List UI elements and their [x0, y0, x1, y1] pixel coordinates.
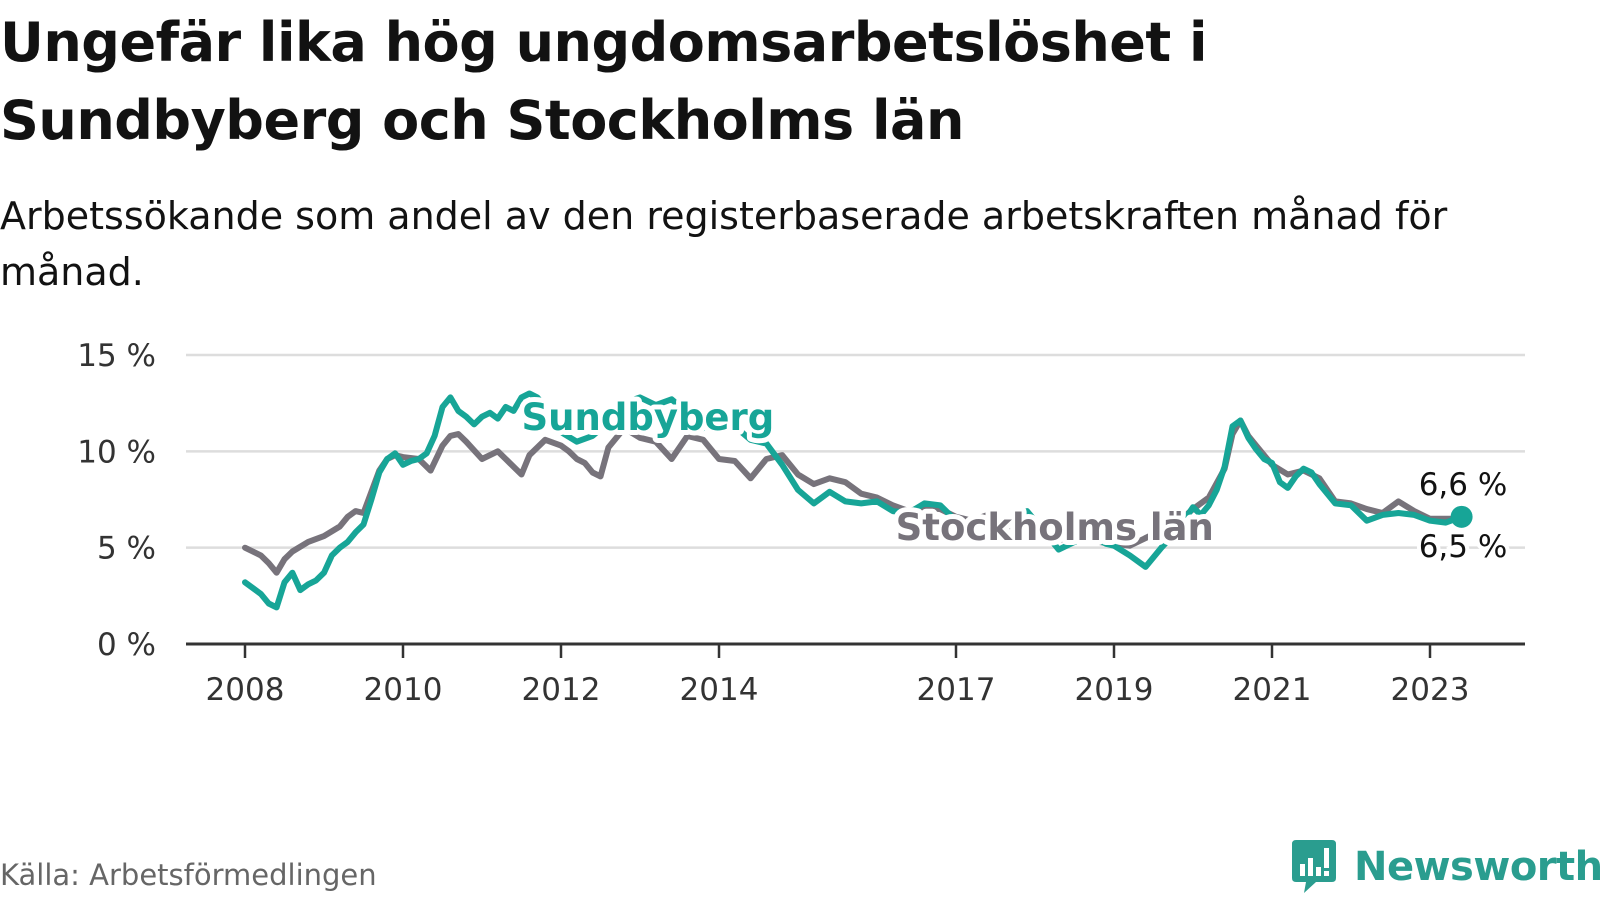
x-tick-label: 2010 [364, 672, 443, 708]
series-label-stockholm: Stockholms län [896, 506, 1214, 549]
x-tick-label: 2017 [917, 672, 996, 708]
x-tick-label: 2012 [522, 672, 601, 708]
y-axis-ticks: 0 % 5 % 10 % 15 % [77, 338, 156, 663]
newsworthy-logo-text: Newsworthy [1354, 844, 1600, 890]
grid-lines [186, 353, 1525, 549]
end-value-sundbyberg: 6,6 % [1419, 467, 1508, 503]
y-tick-label: 15 % [77, 338, 156, 374]
series-line-sundbyberg [242, 390, 1465, 611]
chart-subtitle: Arbetssökande som andel av den registerb… [0, 194, 1448, 294]
source-note: Källa: Arbetsförmedlingen [0, 858, 377, 892]
x-tick-label: 2014 [680, 672, 759, 708]
series-line-stockholms-l-n [242, 417, 1465, 576]
newsworthy-logo-icon [1292, 840, 1336, 893]
end-value-stockholm: 6,5 % [1419, 529, 1508, 565]
y-tick-label: 0 % [97, 627, 156, 663]
x-axis-ticks: 2008 2010 2012 2014 2017 2019 2021 2023 [206, 644, 1470, 708]
y-tick-label: 10 % [77, 434, 156, 470]
x-tick-label: 2008 [206, 672, 285, 708]
newsworthy-logo[interactable]: Newsworthy [1290, 840, 1600, 894]
x-tick-label: 2023 [1391, 672, 1470, 708]
x-tick-label: 2019 [1075, 672, 1154, 708]
y-tick-label: 5 % [97, 531, 156, 567]
chart-title: Ungefär lika hög ungdomsarbetslöshet i S… [0, 11, 1208, 152]
series-lines [242, 390, 1473, 611]
series-labels: Sundbyberg Stockholms län 6,6 % 6,5 % [517, 391, 1512, 569]
series-label-sundbyberg: Sundbyberg [522, 396, 775, 439]
end-point-sundbyberg [1450, 505, 1473, 528]
x-tick-label: 2021 [1233, 672, 1312, 708]
